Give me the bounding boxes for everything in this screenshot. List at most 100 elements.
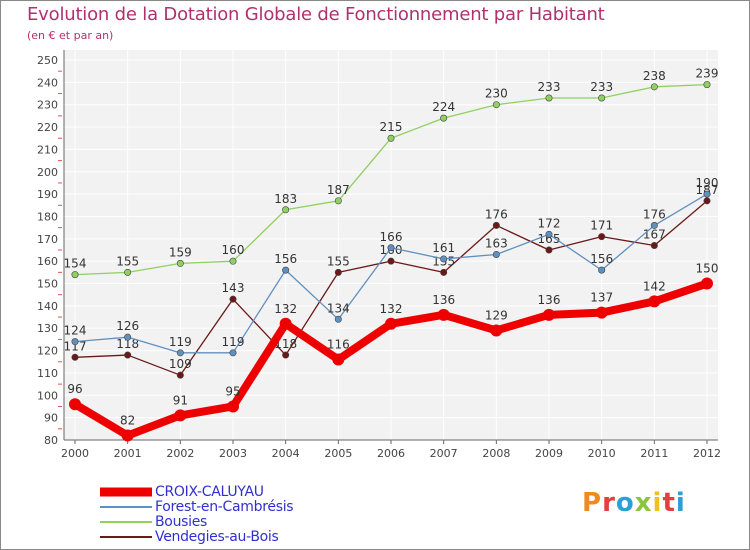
data-point (71, 338, 79, 346)
y-tick-label: 140 (37, 300, 58, 313)
logo-letter: t (662, 488, 676, 518)
data-point (598, 266, 606, 274)
data-point (227, 400, 239, 413)
x-tick-label: 2009 (535, 447, 563, 460)
data-label: 163 (485, 236, 508, 250)
data-label: 134 (327, 301, 350, 315)
data-label: 126 (116, 319, 139, 333)
data-label: 154 (64, 257, 87, 271)
y-tick-label: 210 (37, 143, 58, 156)
data-point (282, 206, 290, 214)
data-label: 119 (169, 335, 192, 349)
data-label: 95 (225, 384, 240, 398)
y-tick-label: 150 (37, 278, 58, 291)
data-label: 176 (643, 207, 666, 221)
data-point (71, 353, 79, 361)
data-label: 171 (590, 219, 613, 233)
data-point (176, 371, 184, 379)
y-tick-label: 200 (37, 166, 58, 179)
data-label: 233 (538, 80, 561, 94)
data-label: 132 (380, 302, 403, 316)
data-label: 119 (222, 335, 245, 349)
y-tick-label: 170 (37, 233, 58, 246)
y-tick-label: 180 (37, 210, 58, 223)
legend-item-vendegies-au-bois: Vendegies-au-Bois (100, 528, 400, 545)
data-point (650, 242, 658, 250)
data-point (279, 317, 292, 330)
x-tick-label: 2008 (482, 447, 510, 460)
data-point (71, 271, 79, 279)
data-point (124, 333, 132, 341)
data-point (176, 349, 184, 357)
data-label: 82 (120, 414, 135, 428)
data-point (703, 190, 711, 198)
data-point (543, 308, 555, 321)
proxiti-logo: Proxiti (582, 488, 686, 518)
data-label: 132 (274, 302, 297, 316)
x-tick-label: 2005 (324, 447, 352, 460)
data-label: 166 (380, 230, 403, 244)
y-tick-label: 100 (37, 389, 58, 402)
legend: CROIX-CALUYAU Forest-en-Cambrésis Bousie… (100, 484, 400, 545)
y-tick-label: 230 (37, 99, 58, 112)
data-point (332, 353, 345, 366)
x-tick-label: 2000 (61, 447, 89, 460)
data-point (648, 295, 661, 308)
data-point (650, 83, 658, 91)
data-point (174, 409, 187, 422)
data-label: 187 (696, 183, 719, 197)
data-point (440, 255, 448, 263)
data-point (598, 94, 606, 102)
x-tick-label: 2004 (272, 447, 300, 460)
data-label: 159 (169, 245, 192, 259)
data-point (545, 246, 553, 254)
data-point (387, 134, 395, 142)
data-label: 137 (590, 291, 613, 305)
data-label: 116 (327, 338, 350, 352)
data-point (69, 398, 81, 411)
data-point (229, 295, 237, 303)
data-label: 165 (538, 232, 561, 246)
data-point (545, 94, 553, 102)
data-label: 230 (485, 87, 508, 101)
data-label: 155 (116, 254, 139, 268)
data-point (385, 317, 397, 330)
data-label: 142 (643, 279, 666, 293)
data-point (176, 259, 184, 267)
data-point (701, 277, 713, 290)
logo-letter: o (615, 488, 635, 518)
data-point (229, 349, 237, 357)
x-tick-label: 2012 (693, 447, 721, 460)
data-label: 239 (696, 67, 719, 81)
x-tick-label: 2011 (640, 447, 668, 460)
data-label: 109 (169, 357, 192, 371)
data-label: 167 (643, 228, 666, 242)
x-tick-label: 2002 (166, 447, 194, 460)
data-label: 150 (696, 262, 719, 276)
data-point (124, 351, 132, 359)
y-tick-label: 250 (37, 54, 58, 67)
data-label: 156 (590, 252, 613, 266)
y-tick-label: 110 (37, 367, 58, 380)
data-label: 136 (432, 293, 455, 307)
logo-letter: i (675, 488, 686, 518)
legend-item-forest-en-cambresis: Forest-en-Cambrésis (100, 499, 400, 515)
legend-swatch (100, 487, 152, 496)
y-tick-label: 120 (37, 345, 58, 358)
x-tick-label: 2006 (377, 447, 405, 460)
logo-letter: i (652, 488, 663, 518)
data-point (282, 351, 290, 359)
legend-label: Vendegies-au-Bois (155, 528, 279, 545)
x-tick-label: 2001 (114, 447, 142, 460)
data-point (334, 315, 342, 323)
data-label: 233 (590, 80, 613, 94)
data-label: 172 (538, 216, 561, 230)
data-point (121, 429, 134, 442)
data-label: 156 (274, 252, 297, 266)
y-tick-label: 90 (44, 412, 58, 425)
x-tick-label: 2007 (430, 447, 458, 460)
data-label: 238 (643, 69, 666, 83)
legend-swatch (100, 505, 152, 508)
data-label: 124 (64, 324, 87, 338)
